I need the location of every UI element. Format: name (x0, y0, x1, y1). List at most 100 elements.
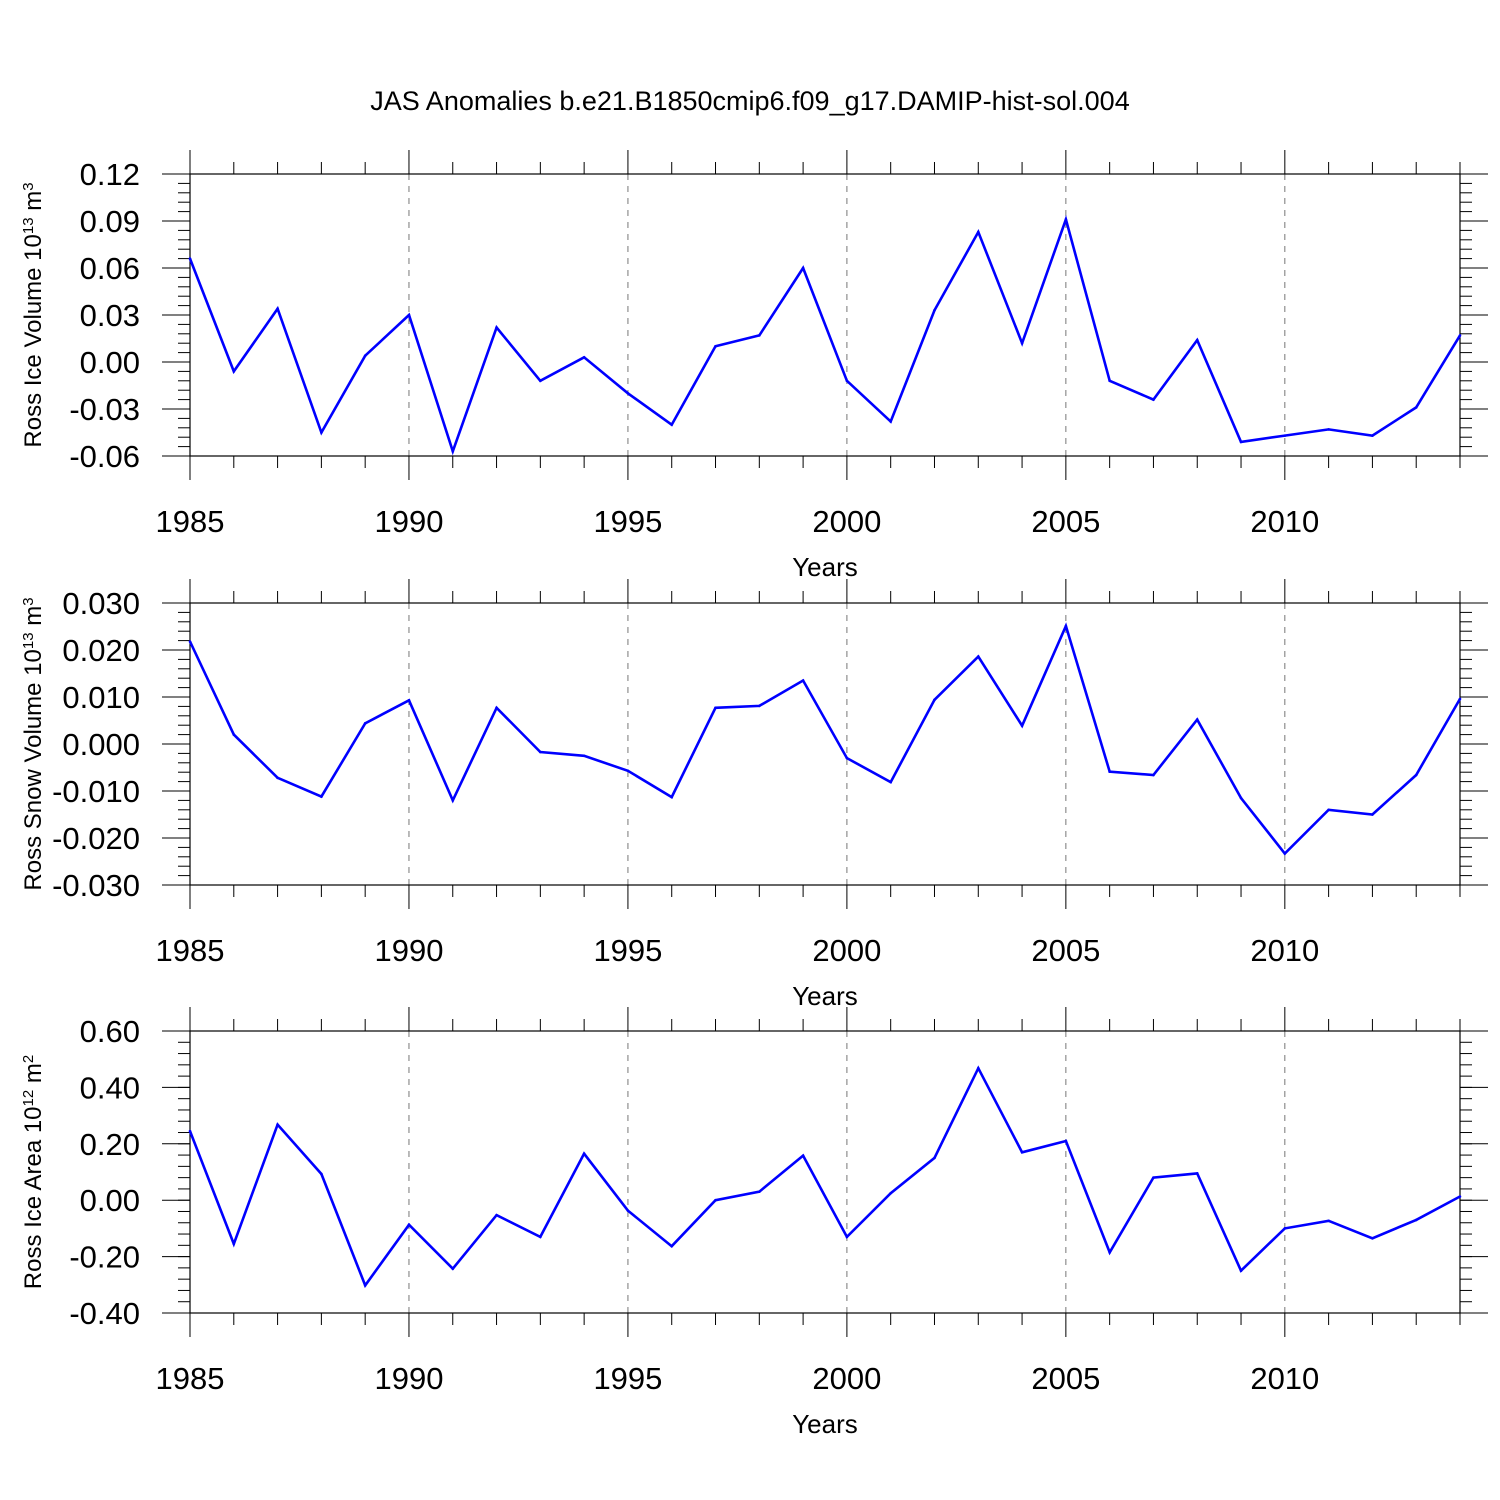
data-point (320, 795, 323, 798)
x-tick-label: 2010 (1250, 504, 1319, 539)
data-point (1108, 1251, 1111, 1254)
y-tick-label: -0.010 (52, 774, 140, 809)
data-point (1064, 1139, 1068, 1143)
data-point (1327, 1219, 1330, 1223)
data-point (363, 354, 367, 358)
y-tick-label: 0.06 (80, 251, 140, 286)
x-tick-label: 1990 (374, 933, 443, 968)
x-axis-title: Years (792, 1409, 858, 1439)
data-point (1064, 218, 1068, 221)
y-tick-label: 0.00 (80, 345, 140, 380)
y-tick-label: -0.03 (69, 392, 140, 427)
data-point (1152, 398, 1155, 401)
data-point (1195, 1172, 1199, 1175)
x-tick-label: 2005 (1031, 504, 1100, 539)
data-point (1283, 1227, 1287, 1230)
x-tick-label: 2010 (1250, 1361, 1319, 1396)
data-point (801, 1154, 805, 1157)
data-point (758, 334, 761, 337)
data-point (1458, 697, 1462, 701)
y-axis-title-part: Ross Ice Area 10 (20, 1106, 47, 1289)
data-point (1239, 440, 1243, 444)
data-point (495, 326, 498, 329)
data-point (1414, 406, 1418, 409)
data-point (1239, 1269, 1243, 1272)
data-point (976, 655, 980, 658)
data-point (1152, 773, 1155, 777)
x-tick-label: 2000 (812, 933, 881, 968)
y-tick-label: 0.030 (62, 586, 140, 621)
y-tick-label: -0.20 (69, 1240, 140, 1275)
data-point (1458, 334, 1462, 337)
data-point (889, 780, 892, 784)
y-tick-label: 0.010 (62, 680, 140, 715)
data-point (363, 722, 367, 725)
data-point (976, 230, 980, 234)
y-tick-label: 0.40 (80, 1070, 140, 1105)
data-point (801, 266, 805, 270)
y-axis-title-superscript: 12 (20, 1090, 37, 1107)
data-point (714, 345, 717, 348)
data-point (758, 704, 761, 708)
series-line-1 (188, 1065, 1461, 1289)
data-point (889, 1191, 892, 1195)
y-axis-title-part: m (20, 606, 47, 633)
data-point (276, 1123, 279, 1126)
data-point (758, 1190, 761, 1194)
data-point (188, 1129, 192, 1133)
data-point (539, 379, 542, 383)
data-point (188, 640, 192, 643)
y-axis-title-superscript: 3 (20, 182, 37, 190)
y-axis-title-superscript: 13 (20, 217, 37, 234)
data-point (232, 1242, 236, 1246)
y-axis-title-part: m (20, 1063, 47, 1090)
x-tick-label: 1990 (374, 504, 443, 539)
y-axis-title-superscript: 13 (20, 632, 37, 649)
y-tick-label: -0.030 (52, 868, 140, 903)
chart-title: JAS Anomalies b.e21.B1850cmip6.f09_g17.D… (370, 86, 1129, 116)
x-tick-label: 1995 (593, 933, 662, 968)
y-tick-label: 0.20 (80, 1127, 140, 1162)
data-point (670, 423, 674, 426)
data-point (276, 776, 279, 780)
data-point (495, 706, 498, 710)
data-point (407, 698, 411, 702)
data-point (320, 431, 323, 434)
data-point (539, 1235, 542, 1239)
plot-frame (189, 1030, 1461, 1314)
x-axis-title: Years (792, 552, 858, 582)
y-axis-title: Ross Snow Volume 1013 m3 (20, 597, 48, 890)
data-point (320, 1172, 323, 1176)
data-point (1020, 341, 1024, 345)
data-point (451, 799, 455, 802)
x-tick-label: 2000 (812, 504, 881, 539)
data-point (1020, 1150, 1024, 1154)
chart-panels: -0.06 -0.03 0.00 0.03 0.06 0.09 0.12 1985 1990 19… (20, 150, 1488, 1439)
x-tick-label: 2010 (1250, 933, 1319, 968)
data-point (976, 1066, 980, 1070)
data-point (451, 450, 455, 453)
data-point (188, 257, 192, 260)
data-point (1327, 808, 1330, 812)
y-tick-label: -0.40 (69, 1296, 140, 1331)
x-tick-label: 1985 (156, 504, 225, 539)
data-point (1239, 796, 1243, 800)
data-point (232, 733, 236, 736)
data-point (845, 379, 849, 383)
x-tick-label: 1995 (593, 1361, 662, 1396)
data-point (1371, 1236, 1374, 1240)
y-tick-label: 0.020 (62, 633, 140, 668)
data-point (1195, 338, 1199, 342)
data-point (1371, 813, 1374, 816)
y-tick-label: 0.09 (80, 204, 140, 239)
data-point (1283, 434, 1287, 437)
data-point (1283, 852, 1287, 855)
x-axis-title: Years (792, 981, 858, 1011)
y-tick-label: 0.12 (80, 157, 140, 192)
data-point (1414, 773, 1418, 777)
y-axis-title-superscript: 2 (20, 1055, 37, 1063)
data-point (1020, 724, 1024, 727)
y-axis-title-part: Ross Snow Volume 10 (20, 649, 47, 890)
panel-1: -0.06 -0.03 0.00 0.03 0.06 0.09 0.12 1985 1990 19… (20, 150, 1488, 582)
